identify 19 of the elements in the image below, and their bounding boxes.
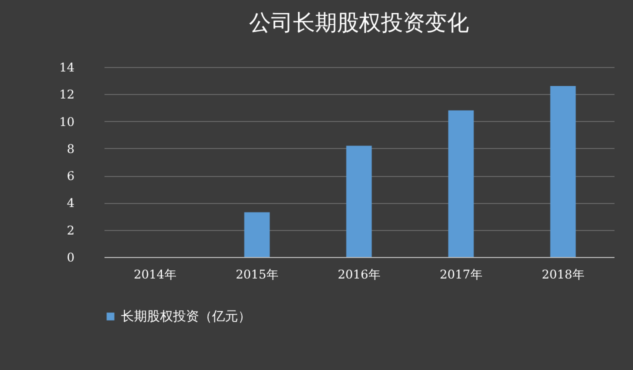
y-tick-label: 6 <box>66 169 74 184</box>
legend-label: 长期股权投资（亿元） <box>121 310 251 324</box>
y-tick-label: 10 <box>59 114 74 129</box>
x-tick-label: 2016年 <box>338 268 380 282</box>
chart-title: 公司长期股权投资变化 <box>249 11 469 36</box>
bar <box>550 86 576 257</box>
x-tick-label: 2017年 <box>440 268 482 282</box>
x-tick-label: 2018年 <box>542 268 584 282</box>
y-tick-label: 8 <box>66 142 74 156</box>
x-tick-label: 2014年 <box>134 268 176 282</box>
bar <box>244 212 270 257</box>
bar <box>448 110 474 257</box>
y-tick-label: 0 <box>66 250 74 264</box>
bar <box>346 146 372 257</box>
y-tick-label: 4 <box>66 196 75 210</box>
y-tick-label: 2 <box>66 223 74 238</box>
y-tick-label: 12 <box>59 88 74 102</box>
x-tick-label: 2015年 <box>236 268 278 282</box>
y-tick-label: 14 <box>59 60 75 74</box>
